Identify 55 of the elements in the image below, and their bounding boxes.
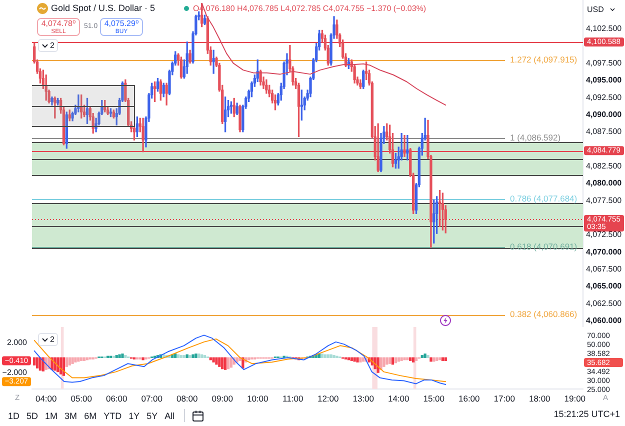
annotation: 2 xyxy=(50,41,54,50)
annotation: 4,074.78⁰ xyxy=(40,19,77,28)
text: 1M xyxy=(45,410,58,420)
y-tick-label: 2.000 xyxy=(6,338,28,347)
y-tick-label: 4,102.500 xyxy=(586,24,622,34)
x-tick-label: 05:00 xyxy=(70,393,92,404)
x-tick-label: 19:00 xyxy=(564,393,586,404)
y-tick-label: 4,080.000 xyxy=(586,178,622,188)
ref-line-label: 0.786 (4,077.684) xyxy=(510,194,578,204)
x-tick-label: 10:00 xyxy=(246,393,269,404)
text: YTD xyxy=(104,410,122,420)
ref-line-label: 1 (4,086.592) xyxy=(510,132,561,142)
y-tick-label: 4,077.500 xyxy=(586,196,622,205)
y-tick-label: 4,065.000 xyxy=(586,282,622,291)
x-tick-label: 14:00 xyxy=(388,393,410,404)
text: 5D xyxy=(26,410,38,420)
collapse-button: 2 xyxy=(38,333,58,346)
y-tick-label: 4,087.500 xyxy=(586,127,622,136)
text: All xyxy=(164,410,175,420)
text: 6M xyxy=(84,410,97,420)
x-tick-label: 08:00 xyxy=(176,393,198,404)
x-tick-label: 17:00 xyxy=(494,393,516,404)
x-tick-label: 11:00 xyxy=(282,393,304,404)
x-tick-label: 18:00 xyxy=(529,393,551,404)
collapse-button: 2 xyxy=(38,39,58,52)
text: 1Y xyxy=(128,410,140,420)
text: 5Y xyxy=(146,410,158,420)
x-tick-label: 13:00 xyxy=(352,393,374,404)
x-tick-label: 16:00 xyxy=(458,393,480,404)
y-tick-label: −2.000 xyxy=(2,368,28,377)
annotation: 4,075.29⁰ xyxy=(103,19,140,28)
y-tick-label: 4,090.000 xyxy=(586,110,622,119)
x-tick-label: 06:00 xyxy=(106,393,128,404)
y-tick-label: 4,060.000 xyxy=(586,316,622,326)
y-tick-label: 4,072.500 xyxy=(586,230,622,240)
text: 1D xyxy=(8,410,20,420)
text: 15:21:25 UTC+1 xyxy=(554,409,620,419)
y-axis-title: USD xyxy=(587,5,604,14)
ref-line-label: 1.272 (4,097.915) xyxy=(510,54,578,65)
y-tick-label: 4,092.500 xyxy=(586,92,622,102)
y-tick-label: 4,082.500 xyxy=(586,161,622,170)
x-tick-label: 09:00 xyxy=(212,393,234,404)
y-tick-label: 4,062.500 xyxy=(586,298,622,308)
y-tick-label: 4,070.000 xyxy=(586,247,622,256)
chart-title: Gold Spot / U.S. Dollar · 5 xyxy=(51,3,156,14)
x-tick-label: 07:00 xyxy=(141,393,163,404)
x-tick-label: 15:00 xyxy=(423,393,445,404)
y-tick-label: 4,097.500 xyxy=(586,58,622,68)
annotation: 2 xyxy=(50,335,54,344)
y-tick-label: 4,067.500 xyxy=(586,264,622,274)
ref-line-label: 0.382 (4,060.866) xyxy=(510,309,578,320)
x-tick-label: 04:00 xyxy=(35,393,58,404)
y-tick-label: 4,095.000 xyxy=(586,76,622,85)
x-tick-label: 12:00 xyxy=(317,393,340,404)
text: 3M xyxy=(64,410,78,420)
